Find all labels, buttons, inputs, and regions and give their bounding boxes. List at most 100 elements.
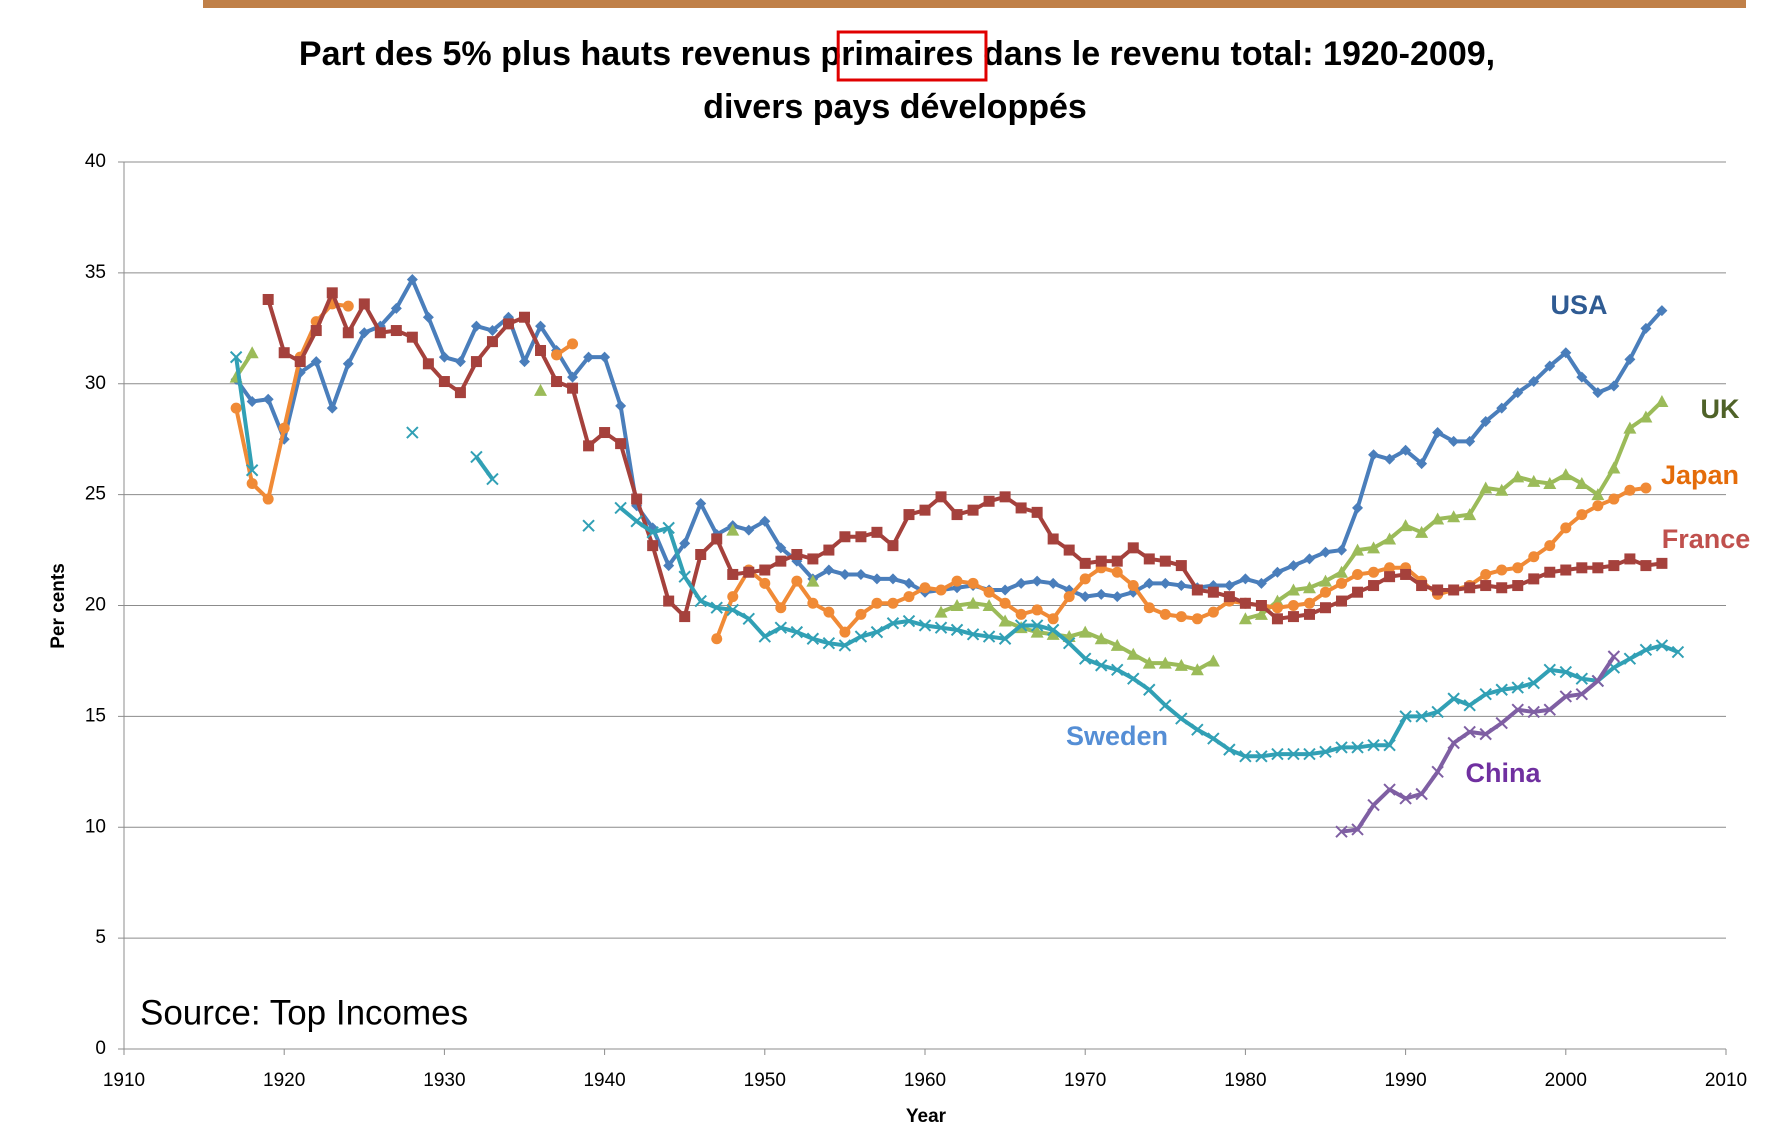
- marker: [1126, 647, 1140, 660]
- marker: [1030, 619, 1044, 632]
- marker: [1015, 577, 1027, 589]
- marker: [759, 515, 771, 527]
- marker: [1303, 597, 1315, 609]
- marker: [1623, 652, 1637, 665]
- marker: [551, 376, 563, 388]
- marker: [1159, 555, 1171, 567]
- marker: [1238, 612, 1252, 625]
- marker: [1143, 577, 1155, 589]
- marker: [1383, 738, 1396, 752]
- marker: [1367, 798, 1380, 812]
- marker: [1352, 502, 1364, 514]
- marker: [1464, 435, 1476, 447]
- marker: [1575, 687, 1589, 701]
- marker: [1591, 674, 1605, 688]
- marker: [1335, 741, 1348, 754]
- source-note: Source: Top Incomes: [140, 993, 468, 1032]
- x-tick-label: 2000: [1545, 1070, 1587, 1091]
- marker: [775, 555, 787, 567]
- marker: [502, 318, 514, 330]
- marker: [759, 577, 771, 589]
- marker: [1367, 541, 1381, 554]
- marker: [1190, 663, 1204, 676]
- marker: [535, 344, 547, 356]
- marker: [262, 393, 274, 405]
- marker: [438, 376, 450, 388]
- marker: [1415, 710, 1428, 723]
- marker: [934, 621, 948, 634]
- marker: [1480, 568, 1492, 580]
- marker: [1624, 484, 1636, 496]
- marker: [951, 575, 963, 587]
- marker: [1592, 562, 1604, 574]
- marker: [294, 356, 306, 368]
- series-label: China: [1465, 758, 1541, 788]
- marker: [758, 630, 772, 643]
- y-tick-label: 30: [85, 373, 106, 394]
- marker: [1527, 705, 1540, 719]
- marker: [1352, 568, 1364, 580]
- marker: [823, 544, 835, 556]
- marker: [663, 560, 675, 572]
- marker: [1287, 560, 1299, 572]
- marker: [1127, 542, 1139, 554]
- marker: [1447, 510, 1461, 523]
- x-tick-label: 1910: [103, 1070, 145, 1091]
- marker: [663, 595, 675, 607]
- marker: [1159, 577, 1171, 589]
- marker: [839, 531, 851, 543]
- marker: [1063, 544, 1075, 556]
- marker: [1319, 574, 1332, 587]
- marker: [839, 626, 851, 638]
- series-label: France: [1662, 524, 1751, 554]
- marker: [1320, 586, 1331, 598]
- marker: [1447, 736, 1460, 750]
- marker: [326, 402, 338, 414]
- marker: [1543, 663, 1556, 677]
- marker: [1111, 663, 1124, 677]
- marker: [983, 586, 995, 598]
- marker: [615, 438, 627, 450]
- marker: [1095, 588, 1107, 600]
- marker: [1175, 611, 1187, 623]
- series-label: Sweden: [1066, 721, 1168, 751]
- marker: [1591, 488, 1605, 501]
- marker: [694, 594, 707, 608]
- marker: [1544, 540, 1556, 552]
- marker: [1432, 427, 1444, 439]
- marker: [967, 577, 979, 589]
- marker: [1431, 512, 1445, 525]
- marker: [1383, 532, 1397, 545]
- marker: [647, 540, 659, 552]
- series-label: UK: [1701, 394, 1740, 424]
- marker: [1464, 582, 1476, 594]
- marker: [726, 603, 739, 617]
- marker: [551, 349, 563, 361]
- marker: [1031, 506, 1043, 518]
- marker: [1528, 376, 1540, 388]
- marker: [966, 596, 980, 609]
- marker: [1287, 611, 1299, 623]
- marker: [1303, 608, 1315, 620]
- marker: [759, 564, 771, 576]
- marker: [1095, 659, 1108, 672]
- marker: [535, 320, 547, 332]
- marker: [1624, 553, 1636, 565]
- marker: [1479, 727, 1492, 741]
- marker: [454, 387, 466, 399]
- marker: [1255, 600, 1267, 611]
- marker: [1127, 580, 1139, 592]
- marker: [1111, 555, 1123, 567]
- x-tick-label: 1920: [263, 1070, 305, 1091]
- marker: [1512, 387, 1524, 399]
- marker: [1079, 591, 1091, 603]
- marker: [1528, 551, 1540, 563]
- marker: [1480, 415, 1492, 427]
- marker: [1639, 410, 1653, 423]
- marker: [599, 427, 611, 439]
- marker: [406, 331, 418, 343]
- marker: [1576, 509, 1588, 521]
- marker: [1207, 732, 1220, 745]
- marker: [998, 614, 1012, 627]
- marker: [1191, 613, 1203, 625]
